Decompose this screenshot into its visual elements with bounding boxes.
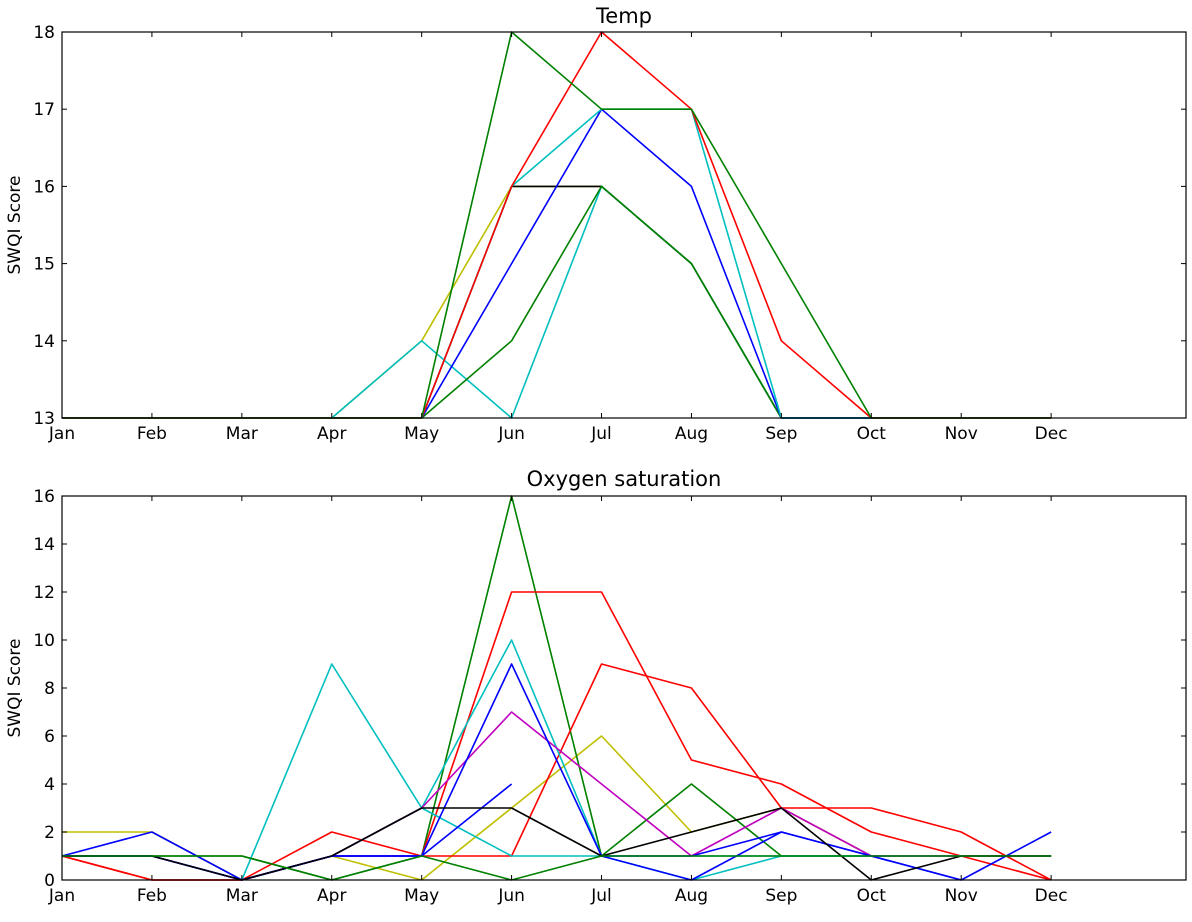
- x-tick-label: Aug: [675, 886, 708, 906]
- x-tick-label: Sep: [765, 424, 797, 444]
- y-tick-label: 0: [44, 871, 55, 891]
- temp-chart: Temp SWQI Score Jan Feb Mar Apr May Jun Jul Aug…: [5, 4, 1187, 444]
- series-line-12: [62, 855, 1052, 881]
- x-tick-label: Dec: [1035, 886, 1068, 906]
- series-line-11: [62, 807, 1052, 881]
- x-tick-label: Dec: [1035, 424, 1068, 444]
- series-line-8: [62, 31, 1052, 419]
- plot-frame: [61, 31, 1187, 419]
- y-tick-label: 15: [33, 255, 55, 275]
- series-line-1: [62, 735, 1052, 881]
- x-tick-label: Jul: [590, 424, 612, 444]
- series-line-7: [62, 711, 1052, 881]
- chart-title: Temp: [595, 4, 652, 28]
- x-tick-label: Jan: [48, 424, 75, 444]
- x-tick-label: Feb: [137, 424, 167, 444]
- series-layer: [61, 495, 1052, 881]
- x-tick-label: May: [404, 886, 439, 906]
- y-tick-label: 17: [33, 100, 55, 120]
- y-tick-label: 16: [33, 177, 55, 197]
- y-tick-label: 4: [44, 775, 55, 795]
- series-line-6: [62, 807, 1052, 881]
- y-tick-label: 16: [33, 487, 55, 507]
- series-layer: [62, 31, 1052, 419]
- x-tick-label: Mar: [226, 886, 258, 906]
- y-axis-label: SWQI Score: [5, 175, 25, 274]
- y-tick-label: 10: [33, 631, 55, 651]
- series-line-3: [61, 591, 1052, 881]
- plot-frame: [61, 495, 1187, 881]
- x-tick-label: Oct: [857, 886, 887, 906]
- tick-layer: Jan Feb Mar Apr May Jun Jul Aug Sep Oct Nov Dec 0 2 4 6…: [33, 487, 1186, 906]
- x-tick-label: Oct: [857, 424, 887, 444]
- y-tick-label: 2: [44, 823, 55, 843]
- x-tick-label: Jul: [590, 886, 612, 906]
- x-tick-label: Apr: [317, 886, 346, 906]
- y-tick-label: 12: [33, 583, 55, 603]
- x-tick-label: Feb: [137, 886, 167, 906]
- series-line-3: [62, 185, 1052, 419]
- x-tick-label: Aug: [675, 424, 708, 444]
- y-tick-label: 13: [33, 409, 55, 429]
- chart-title: Oxygen saturation: [527, 467, 722, 491]
- y-tick-label: 18: [33, 23, 55, 43]
- series-line-2: [62, 495, 1052, 881]
- x-tick-label: May: [404, 424, 439, 444]
- x-tick-label: Jun: [497, 886, 525, 906]
- x-tick-label: Nov: [945, 424, 978, 444]
- y-tick-label: 14: [33, 332, 55, 352]
- y-axis-label: SWQI Score: [5, 638, 25, 737]
- x-tick-label: Apr: [317, 424, 346, 444]
- y-tick-label: 6: [44, 727, 55, 747]
- oxygen-saturation-chart: Oxygen saturation SWQI Score Jan Feb Mar Ap…: [5, 467, 1187, 906]
- tick-layer: Jan Feb Mar Apr May Jun Jul Aug Sep Oct Nov Dec 13 14…: [33, 23, 1186, 444]
- series-line-7: [62, 31, 1052, 419]
- y-tick-label: 8: [44, 679, 55, 699]
- x-tick-label: Sep: [765, 886, 797, 906]
- x-tick-label: Nov: [945, 886, 978, 906]
- series-line-10-part-2: [601, 831, 962, 881]
- x-tick-label: Mar: [226, 424, 258, 444]
- y-tick-label: 14: [33, 535, 55, 555]
- x-tick-label: Jan: [48, 886, 75, 906]
- x-tick-label: Jun: [497, 424, 525, 444]
